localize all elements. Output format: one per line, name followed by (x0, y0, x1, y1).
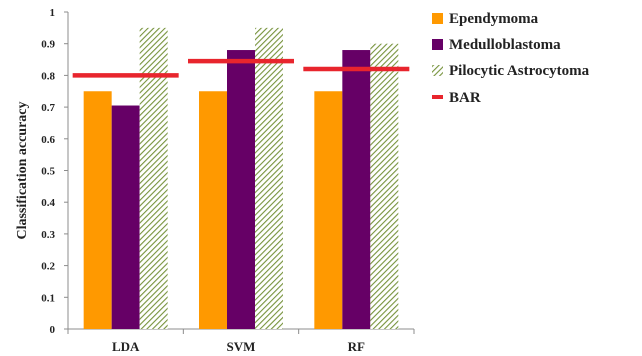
legend-label-ependymoma: Ependymoma (449, 11, 539, 27)
bar-pilocytic-astrocytoma-rf (370, 43, 399, 329)
legend: Ependymoma Medulloblastoma Pilocytic Astro… (432, 11, 590, 106)
bar-ependymoma-rf (314, 91, 343, 329)
y-tick-label: 0.9 (41, 39, 55, 51)
y-tick-label: 0.3 (41, 229, 55, 241)
y-tick-label: 0.1 (41, 292, 55, 304)
bar-medulloblastoma-rf (342, 50, 371, 329)
y-tick-labels: 0 0.1 0.2 0.3 0.4 0.5 0.6 0.7 0.8 0.9 1 (41, 7, 55, 336)
category-label-svm: SVM (227, 339, 256, 354)
legend-label-pilocytic-astrocytoma: Pilocytic Astrocytoma (449, 63, 590, 79)
y-tick-label: 0.5 (41, 166, 55, 178)
category-label-rf: RF (348, 339, 365, 354)
category-label-lda: LDA (112, 339, 140, 354)
bar-pilocytic-astrocytoma-svm (255, 27, 283, 329)
bar-medulloblastoma-lda (111, 105, 140, 329)
y-tick-label: 0 (50, 324, 56, 336)
y-tick-label: 0.7 (41, 102, 55, 114)
y-tick-label: 0.2 (41, 261, 55, 273)
bar-ependymoma-svm (199, 91, 227, 329)
y-tick-label: 0.4 (41, 197, 55, 209)
reference-lines (72, 58, 410, 78)
y-tick-label: 1 (50, 7, 56, 19)
legend-label-bar: BAR (449, 90, 481, 106)
bar-medulloblastoma-svm (227, 50, 255, 329)
category-labels: LDA SVM RF (112, 339, 365, 354)
y-axis-title: Classification accuracy (15, 101, 30, 239)
y-tick-label: 0.6 (41, 134, 55, 146)
y-tick-label: 0.8 (41, 70, 55, 82)
bar-pilocytic-astrocytoma-lda (139, 27, 168, 329)
legend-swatch-pilocytic-astrocytoma (432, 65, 443, 76)
legend-swatch-medulloblastoma (432, 39, 443, 50)
legend-label-medulloblastoma: Medulloblastoma (449, 37, 561, 53)
bars (83, 27, 399, 329)
legend-swatch-ependymoma (432, 13, 443, 24)
bar-ependymoma-lda (83, 91, 112, 329)
